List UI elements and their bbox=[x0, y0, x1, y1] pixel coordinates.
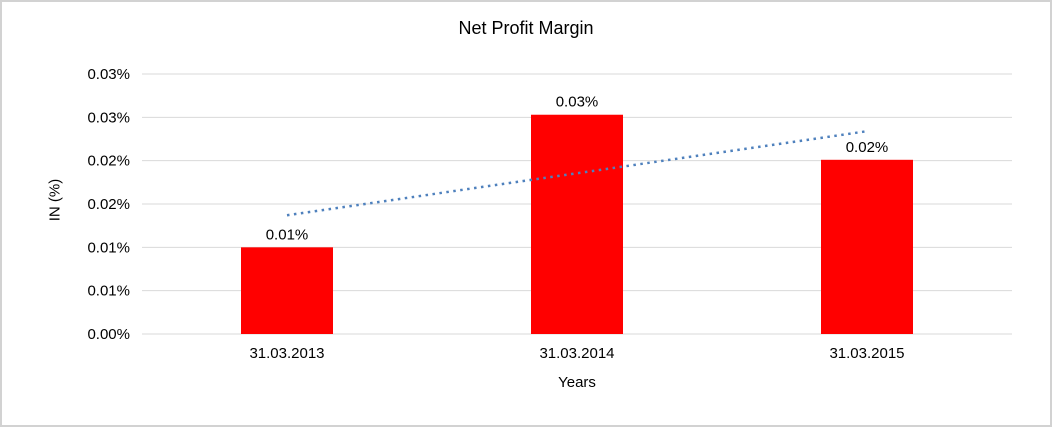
y-tick-label: 0.01% bbox=[87, 283, 130, 300]
bar-data-label: 0.03% bbox=[556, 94, 599, 111]
x-axis-title: Years bbox=[558, 374, 596, 391]
x-tick-label: 31.03.2013 bbox=[249, 345, 324, 362]
bar-data-label: 0.02% bbox=[846, 139, 889, 156]
x-tick-label: 31.03.2014 bbox=[539, 345, 614, 362]
bar bbox=[821, 159, 913, 334]
chart-title: Net Profit Margin bbox=[458, 18, 594, 38]
y-tick-label: 0.02% bbox=[87, 196, 130, 213]
y-tick-label: 0.02% bbox=[87, 153, 130, 170]
bar bbox=[241, 247, 333, 334]
y-tick-label: 0.00% bbox=[87, 326, 130, 343]
bar-data-label: 0.01% bbox=[266, 226, 309, 243]
y-tick-label: 0.01% bbox=[87, 239, 130, 256]
y-tick-label: 0.03% bbox=[87, 109, 130, 126]
y-tick-label: 0.03% bbox=[87, 66, 130, 83]
bar bbox=[531, 114, 623, 334]
x-tick-label: 31.03.2015 bbox=[829, 345, 904, 362]
